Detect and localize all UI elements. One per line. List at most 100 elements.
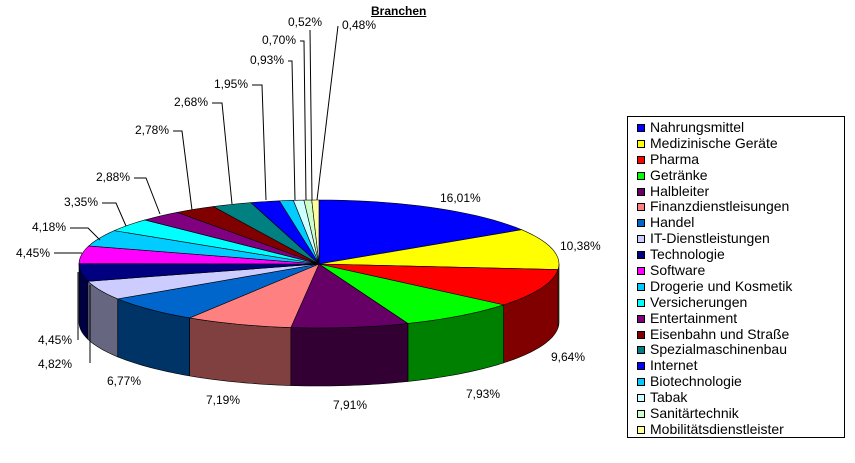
leader-line-11 [102, 202, 127, 227]
data-label-19: 0,48% [342, 18, 376, 32]
data-label-16: 0,93% [250, 53, 284, 67]
legend-label: Internet [650, 357, 698, 374]
legend-item: Finanzdienstleisungen [637, 198, 844, 215]
legend-item: Nahrungsmittel [637, 119, 844, 136]
pie-slice-7 [87, 263, 320, 300]
legend-label: Technologie [650, 246, 725, 263]
legend-swatch [637, 330, 645, 339]
legend-label: Eisenbahn und Straße [650, 325, 790, 342]
data-label-17: 0,70% [262, 33, 296, 47]
legend-swatch [637, 425, 645, 434]
pie-slice-10 [87, 230, 320, 265]
pie-slice-1 [318, 229, 560, 270]
data-label-9: 4,45% [16, 246, 50, 260]
legend-label: Tabak [650, 389, 688, 406]
data-label-3: 7,93% [466, 387, 500, 401]
legend-item: Pharma [637, 150, 844, 168]
legend-item: Spezialmaschinenbau [637, 341, 844, 358]
pie-slice-0 [318, 199, 523, 265]
legend-swatch [637, 378, 645, 387]
legend-label: Software [650, 262, 706, 279]
legend-label: Handel [650, 214, 695, 231]
legend-swatch [637, 124, 645, 132]
pie-slice-4 [290, 263, 409, 329]
data-label-18: 0,52% [288, 15, 322, 29]
legend-label: Spezialmaschinenbau [650, 341, 787, 358]
legend-label: IT-Dienstleistungen [650, 230, 770, 247]
data-label-15: 1,95% [214, 77, 248, 91]
legend-item: Tabak [637, 389, 844, 406]
leader-line-14 [212, 102, 233, 205]
legend-item: Getränke [637, 166, 844, 184]
legend-item: Drogerie und Kosmetik [637, 277, 844, 295]
legend-swatch [637, 139, 645, 148]
legend-label: Medizinische Geräte [650, 134, 778, 151]
chart-legend: Nahrungsmittel Medizinische Geräte Pharma G… [627, 116, 845, 438]
leader-line-19 [316, 25, 339, 201]
data-label-0: 16,01% [440, 191, 481, 205]
data-label-7: 4,82% [38, 357, 72, 371]
legend-swatch [637, 155, 645, 164]
data-label-4: 7,91% [333, 398, 367, 412]
legend-swatch [637, 187, 645, 196]
legend-swatch [637, 362, 645, 371]
legend-swatch [637, 394, 645, 403]
data-label-13: 2,78% [135, 123, 169, 137]
legend-item: Eisenbahn und Straße [637, 325, 844, 343]
legend-swatch [637, 203, 645, 212]
legend-item: IT-Dienstleistungen [637, 230, 844, 247]
leader-line-17 [300, 40, 307, 201]
legend-item: Versicherungen [637, 293, 844, 311]
legend-item: Internet [637, 357, 844, 374]
data-label-5: 7,19% [206, 393, 240, 407]
legend-label: Sanitärtechnik [650, 405, 739, 422]
data-label-6: 6,77% [107, 374, 141, 388]
data-label-8: 4,45% [38, 333, 72, 347]
legend-label: Versicherungen [650, 293, 748, 310]
leader-line-10 [70, 227, 101, 241]
data-label-1: 10,38% [560, 239, 601, 253]
leader-line-15 [252, 84, 267, 201]
pie-slice-8 [78, 263, 320, 282]
chart-title: Branchen [371, 4, 427, 18]
legend-label: Mobilitätsdienstleister [650, 420, 784, 437]
legend-swatch [637, 314, 645, 323]
data-label-2: 9,64% [551, 350, 585, 364]
leader-line-16 [288, 60, 296, 201]
legend-item: Sanitärtechnik [637, 405, 844, 422]
pie-chart: 16,01% 10,38% 9,64% 7,93% 7,91% 7,19% 6,77% 4,8… [16, 15, 601, 412]
legend-swatch [637, 219, 645, 228]
data-label-11: 3,35% [64, 195, 98, 209]
pie-side-5 [189, 317, 292, 386]
legend-item: Entertainment [637, 310, 844, 327]
legend-label: Pharma [650, 150, 700, 167]
legend-item: Mobilitätsdienstleister [637, 420, 844, 438]
legend-swatch [637, 282, 645, 291]
leader-line-18 [309, 29, 313, 201]
pie-slice-3 [318, 263, 505, 324]
legend-item: Medizinische Geräte [637, 134, 844, 152]
pie-slice-6 [116, 263, 320, 319]
legend-item: Handel [637, 214, 844, 231]
pie-side-4 [290, 323, 409, 387]
legend-swatch [637, 251, 645, 260]
pie-slice-11 [113, 219, 320, 265]
legend-item: Halbleiter [637, 183, 844, 200]
pie-slice-5 [188, 263, 320, 328]
legend-label: Getränke [650, 166, 708, 183]
legend-item: Technologie [637, 246, 844, 263]
legend-item: Software [637, 262, 844, 279]
legend-swatch [637, 171, 645, 180]
legend-label: Drogerie und Kosmetik [650, 277, 793, 294]
legend-swatch [637, 267, 645, 276]
data-label-10: 4,18% [32, 220, 66, 234]
leader-line-12 [134, 177, 161, 215]
legend-swatch [637, 410, 645, 419]
pie-slice-19 [311, 199, 320, 265]
data-label-12: 2,88% [96, 170, 130, 184]
legend-swatch [637, 346, 645, 355]
legend-swatch [637, 235, 645, 244]
legend-label: Finanzdienstleisungen [650, 198, 790, 215]
leader-line-13 [173, 130, 193, 211]
legend-swatch [637, 298, 645, 307]
